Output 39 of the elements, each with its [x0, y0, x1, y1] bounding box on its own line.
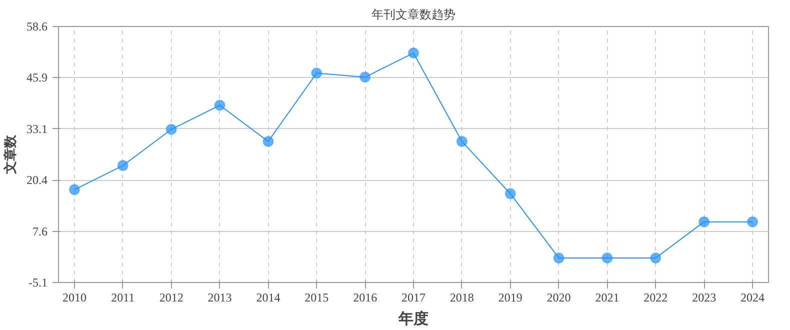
x-tick-label: 2012 — [159, 290, 184, 304]
x-tick-label: 2018 — [450, 290, 474, 304]
point — [360, 72, 371, 83]
point — [602, 252, 613, 264]
x-tick-label: 2024 — [740, 290, 765, 304]
point — [456, 136, 468, 147]
x-tick-label: 2010 — [62, 290, 86, 304]
point — [504, 188, 516, 200]
x-tick-label: 2014 — [256, 290, 280, 304]
x-tick-label: 2017 — [402, 290, 426, 304]
x-tick-label: 2020 — [546, 290, 571, 304]
point — [747, 216, 758, 228]
point — [553, 252, 564, 264]
y-tick-label: 58.6 — [26, 20, 48, 34]
x-tick-label: 2022 — [644, 290, 668, 304]
chart-title: 年刊文章数趋势 — [372, 8, 456, 22]
x-tick-label: 2015 — [304, 290, 329, 304]
y-axis-title: 文章数 — [2, 134, 18, 175]
point — [311, 68, 322, 79]
point — [68, 184, 80, 196]
x-axis-title: 年度 — [398, 310, 428, 328]
y-tick-label: 20.4 — [26, 173, 48, 188]
point — [650, 252, 662, 264]
point — [698, 216, 710, 228]
point — [214, 100, 226, 111]
point — [117, 160, 128, 172]
point — [262, 136, 274, 147]
x-tick-label: 2021 — [595, 290, 620, 304]
y-tick-label: 33.1 — [26, 122, 48, 136]
point — [408, 48, 419, 59]
y-tick-label: 45.9 — [26, 70, 48, 85]
x-tick-label: 2016 — [353, 290, 378, 304]
x-tick-label: 2011 — [111, 290, 135, 304]
x-tick-label: 2013 — [208, 290, 232, 304]
point — [166, 124, 177, 135]
y-tick-label: 7.6 — [32, 224, 48, 238]
y-tick-label: -5.1 — [28, 276, 48, 290]
x-tick-label: 2019 — [498, 290, 522, 304]
x-tick-label: 2023 — [692, 290, 716, 304]
